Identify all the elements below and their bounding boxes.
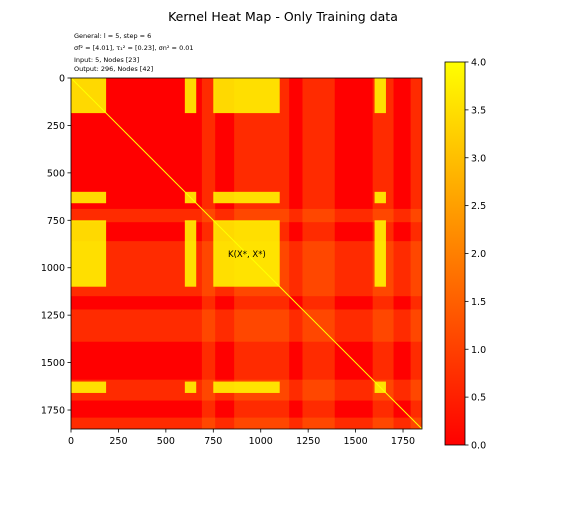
chart-title: Kernel Heat Map - Only Training data [168,9,398,24]
heatmap-block [374,191,386,204]
y-axis: 0 250 500 750 1000 1250 1500 1750 [41,74,71,417]
heatmap-block [71,191,107,204]
heatmap-band-row [71,417,422,429]
heatmap-band-column [410,78,422,429]
y-tick-label: 750 [47,216,65,227]
heatmap-block [374,78,386,114]
heatmap-band-column [201,78,216,429]
colorbar-tick-label: 1.0 [471,345,486,356]
colorbar-tick-label: 1.5 [471,297,486,308]
x-tick-label: 500 [157,436,175,447]
colorbar-tick-label: 0.0 [471,441,486,452]
heatmap-block [184,381,197,393]
colorbar [444,61,466,446]
heatmap-block [374,220,386,287]
kernel-annotation: K(X*, X*) [228,250,266,260]
heatmap-diagonal [71,78,422,429]
colorbar-tick-label: 3.0 [471,153,486,164]
x-tick-label: 1500 [344,436,368,447]
heatmap-block [213,191,280,204]
x-axis: 0 250 500 750 1000 1250 1500 1750 [68,429,415,447]
colorbar-tick-label: 2.5 [471,201,486,212]
x-tick-label: 250 [109,436,127,447]
info-variances: σf² = [4.01], τ₁² = [0.23], σn² = 0.01 [74,44,194,52]
heatmap-block [184,220,197,287]
y-tick-label: 250 [47,121,65,132]
colorbar-tick-label: 3.5 [471,105,486,116]
y-tick-label: 1250 [41,311,65,322]
heatmap-band-row [71,309,422,342]
colorbar-axis: 0.0 0.5 1.0 1.5 2.0 2.5 3.0 3.5 4.0 [465,58,486,452]
x-tick-label: 750 [204,436,222,447]
heatmap-block [71,381,107,393]
heatmap-band-column [302,78,335,429]
heatmap-band-row [71,208,422,223]
x-tick-label: 0 [68,436,74,447]
x-tick-label: 1000 [249,436,273,447]
heatmap-block [213,78,280,114]
colorbar-tick-label: 0.5 [471,393,486,404]
info-output: Output: 296, Nodes [42] [74,65,154,73]
colorbar-tick-label: 4.0 [471,58,486,69]
info-input: Input: 5, Nodes [23] [74,56,140,64]
plot-frame [70,77,423,430]
y-tick-label: 0 [59,74,65,85]
info-general: General: l = 5, step = 6 [74,32,152,40]
colorbar-tick-label: 2.0 [471,249,486,260]
y-tick-label: 1000 [41,263,65,274]
heatmap-block [184,78,197,114]
heatmap-block [71,220,107,287]
y-tick-label: 1750 [41,406,65,417]
x-tick-label: 1250 [296,436,320,447]
heatmap-block [213,381,280,393]
y-tick-label: 1500 [41,358,65,369]
y-tick-label: 500 [47,168,65,179]
x-tick-label: 1750 [391,436,415,447]
heatmap-cells [71,78,422,429]
